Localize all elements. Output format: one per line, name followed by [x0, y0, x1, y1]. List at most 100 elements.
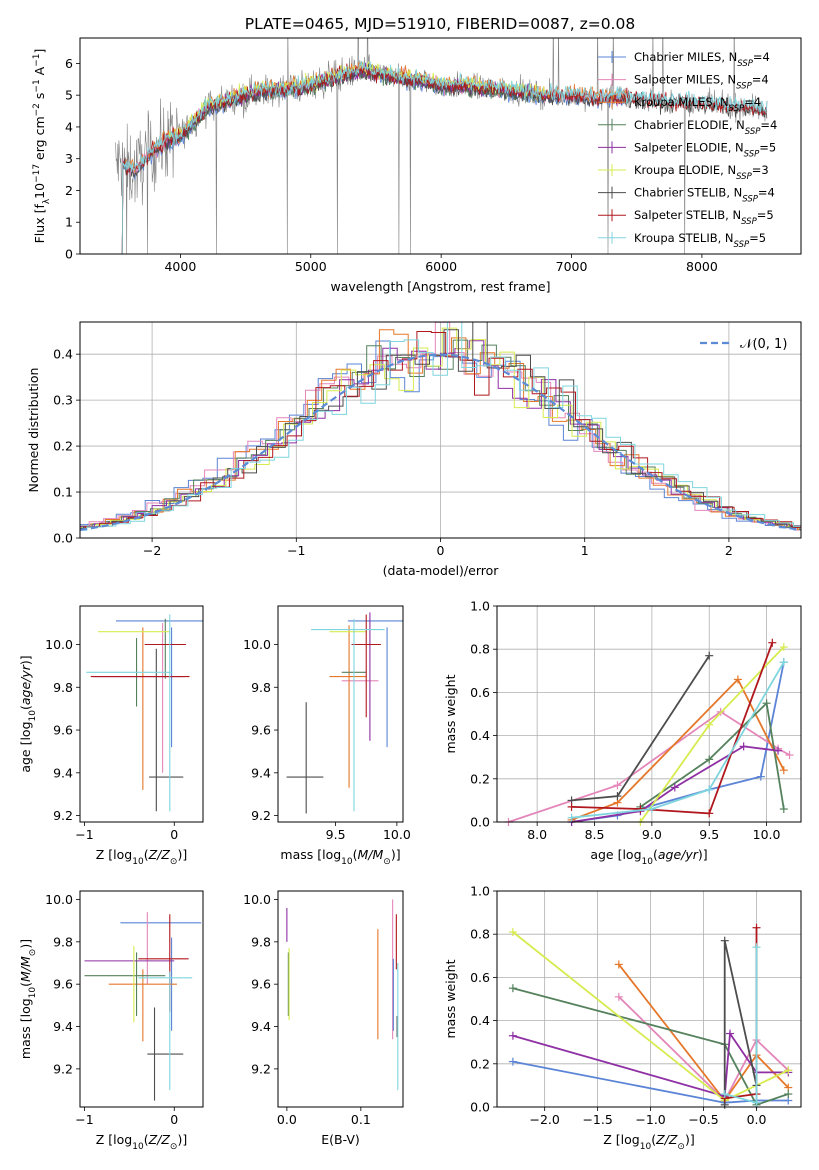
y-tick-label: 9.6 [53, 977, 73, 992]
legend-normal-label: 𝒩(0, 1) [740, 337, 787, 352]
x-axis-label-part: 10 [132, 1142, 144, 1152]
y-axis-label: mass [log10(M/M⊙)] [18, 939, 38, 1059]
x-axis-label: mass [log10(M/M⊙)] [280, 847, 400, 867]
legend-label-chab_elodie: Chabrier ELODIE, NSSP=4 [634, 118, 777, 137]
x-axis-label-part: ⊙ [170, 1142, 178, 1152]
weight-line-krou_miles [571, 677, 785, 821]
y-tick-label: 2 [65, 183, 73, 198]
axes-frame [79, 605, 204, 823]
age-vs-metallicity-panel: −1 09.29.49.69.810.0Z [log10(Z/Z⊙)]age [l… [18, 605, 204, 867]
normal-curve [80, 353, 801, 531]
y-tick-label: 0.2 [470, 771, 490, 786]
legend-label-krou_stelib: Kroupa STELIB, NSSP=5 [634, 231, 766, 250]
model-spectrum-krou_stelib [115, 61, 768, 254]
y-tick-label: 9.8 [53, 680, 73, 695]
y-tick-label: 0.0 [53, 531, 73, 546]
legend-label-sub: SSP [736, 82, 752, 92]
y-tick-label: 0.1 [53, 485, 73, 500]
x-axis-label-part: age [log [590, 847, 641, 862]
y-tick-label: 9.2 [251, 1061, 271, 1076]
legend-label-salp_elodie: Salpeter ELODIE, NSSP=5 [634, 140, 776, 159]
x-axis-label-part: 10 [132, 857, 144, 867]
y-tick-label: 9.4 [53, 1019, 73, 1034]
errorbar-area [286, 899, 399, 1091]
y-axis-label-part: )] [18, 655, 33, 665]
x-tick-label: 0 [437, 543, 445, 558]
x-tick-label: 2 [725, 543, 733, 558]
y-tick-label: 10.0 [243, 892, 271, 907]
legend-label-name: Chabrier STELIB, N [634, 186, 742, 200]
x-axis-label-part: ( [353, 847, 358, 862]
y-tick-label: 0.2 [470, 1056, 490, 1071]
y-axis-label-part: ( [18, 705, 33, 710]
x-axis-label-part: 10 [341, 857, 353, 867]
spectrum-plot-area [114, 38, 768, 254]
legend-label-name: Chabrier MILES, N [634, 50, 737, 64]
y-tick-label: 10.0 [45, 892, 73, 907]
x-axis-label-part: Z/Z [148, 847, 171, 862]
axes-frame [79, 37, 802, 255]
y-tick-label: 9.2 [53, 808, 73, 823]
weight-line-chab_elodie [639, 701, 785, 810]
y-axis-label: age [log10(age/yr)] [18, 655, 38, 772]
x-tick-label: 0 [170, 1112, 178, 1127]
y-tick-label: 9.2 [53, 1061, 73, 1076]
errorbar-area [286, 612, 403, 814]
legend-label-sub: SSP [741, 217, 757, 227]
y-axis-label-part: ] [32, 49, 47, 54]
legend-label-chab_miles: Chabrier MILES, NSSP=4 [634, 50, 770, 69]
x-tick-label: −1.0 [635, 1112, 665, 1127]
weight-line-krou_stelib [571, 661, 785, 819]
residual-plot-area [80, 322, 801, 531]
y-tick-label: 0.4 [470, 728, 490, 743]
legend-label-krou_miles: Kroupa MILES, NSSP=4 [634, 95, 761, 114]
x-tick-label: −0.5 [688, 1112, 718, 1127]
y-axis-label-part: mass weight [443, 674, 458, 753]
weight-vs-metallicity-panel: −2.0 −1.5 −1.0 −0.5 0.0 0.0 0.2 0.4 0.6 0.8 1.0 Z [… [443, 884, 802, 1152]
legend-label-name: Kroupa ELODIE, N [634, 163, 736, 177]
y-tick-label: 9.6 [251, 977, 271, 992]
y-tick-label: 0.8 [470, 927, 490, 942]
legend-label-suffix: =4 [752, 73, 769, 87]
axes-frame [277, 890, 404, 1108]
x-axis-label-part: ( [653, 847, 658, 862]
y-axis-label-part: −17 [32, 164, 42, 183]
x-tick-label: 4000 [164, 259, 196, 274]
y-tick-label: 4 [65, 119, 73, 134]
errorbar-area [84, 912, 202, 1101]
x-tick-label: 0 [170, 827, 178, 842]
x-axis-label-part: )] [685, 1132, 695, 1147]
x-axis-label-part: )] [391, 847, 401, 862]
y-axis-label-part: ( [18, 982, 33, 987]
x-tick-label: 8000 [686, 259, 718, 274]
x-axis-label: wavelength [Angstrom, rest frame] [330, 279, 550, 294]
x-tick-label: 10.0 [383, 827, 411, 842]
legend-label-suffix: =5 [757, 208, 774, 222]
x-tick-label: 8.0 [527, 827, 547, 842]
x-tick-label: −1.5 [582, 1112, 612, 1127]
y-axis-label-part: −2 [32, 103, 42, 116]
weight-line-salp_stelib [571, 642, 774, 815]
legend-label-sub: SSP [734, 240, 750, 250]
y-tick-label: 9.8 [251, 934, 271, 949]
residual-histogram-panel: −2 −1 0 1 2 0.0 0.1 0.2 0.3 0.4 (data-model)/error… [26, 321, 802, 578]
x-axis-label: Z [log10(Z/Z⊙)] [96, 847, 187, 867]
y-tick-label: 0.0 [470, 815, 490, 830]
mass-vs-ebv-panel: 0.0 0.1 9.2 9.4 9.6 9.8 10.0 E(B-V) [243, 890, 404, 1147]
x-axis-label-part: 10 [642, 857, 654, 867]
legend-label-name: Kroupa MILES, N [634, 95, 729, 109]
y-axis-label-part: ⊙ [28, 949, 38, 957]
legend-label-sub: SSP [729, 104, 745, 114]
histogram-chab_miles [80, 340, 801, 531]
y-axis-label: mass weight [443, 959, 458, 1038]
y-tick-label: 9.8 [251, 680, 271, 695]
x-axis-label-part: Z/Z [655, 1132, 678, 1147]
x-tick-label: 5000 [295, 259, 327, 274]
x-axis-label-part: Z [log [96, 847, 132, 862]
x-axis-label-part: E(B-V) [321, 1132, 360, 1147]
y-axis-label-part: age/yr [18, 664, 33, 705]
legend-label-sub: SSP [737, 59, 753, 69]
weight-line-salp_miles [618, 996, 789, 1102]
y-axis-label-part: −1 [32, 54, 42, 67]
x-axis-label: E(B-V) [321, 1132, 360, 1147]
